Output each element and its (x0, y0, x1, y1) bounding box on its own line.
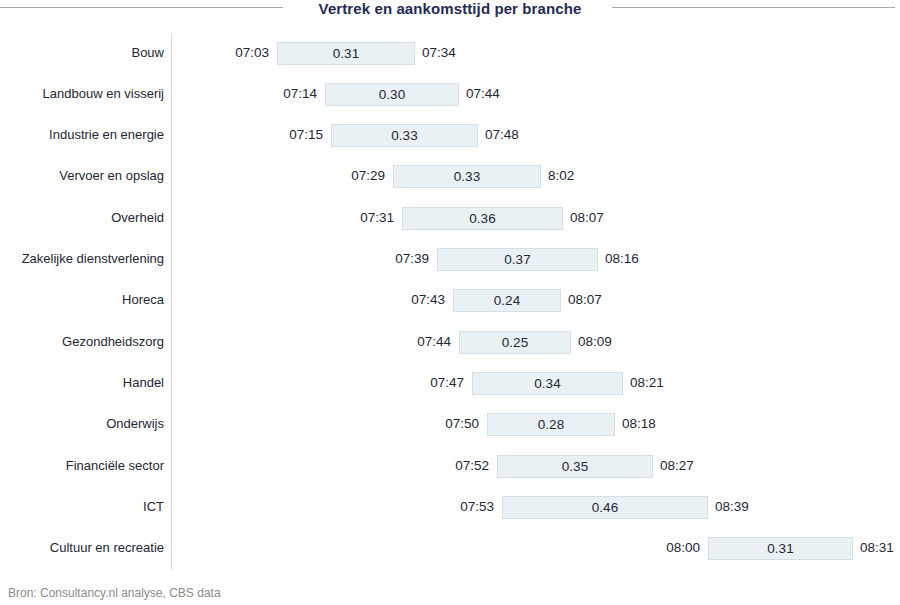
category-label: ICT (0, 499, 164, 514)
category-label: Vervoer en opslag (0, 168, 164, 183)
category-label: Overheid (0, 210, 164, 225)
travel-time-value-label: 0.33 (454, 169, 480, 184)
travel-time-value-label: 0.31 (333, 46, 359, 61)
category-label: Zakelijke dienstverlening (0, 251, 164, 266)
departure-time-label: 07:43 (375, 292, 445, 307)
category-label: Industrie en energie (0, 127, 164, 142)
arrival-time-label: 07:34 (422, 45, 492, 60)
travel-time-bar: 0.31 (708, 537, 853, 560)
travel-time-value-label: 0.24 (494, 293, 520, 308)
category-label: Gezondheidszorg (0, 334, 164, 349)
arrival-time-label: 08:07 (570, 210, 640, 225)
travel-time-bar: 0.24 (453, 289, 561, 312)
travel-time-bar: 0.28 (487, 413, 615, 436)
arrival-time-label: 08:18 (622, 416, 692, 431)
arrival-time-label: 08:31 (860, 540, 900, 555)
departure-time-label: 07:53 (424, 499, 494, 514)
arrival-time-label: 07:48 (485, 127, 555, 142)
arrival-time-label: 08:07 (568, 292, 638, 307)
category-axis-line (171, 33, 172, 570)
arrival-time-label: 08:09 (578, 334, 648, 349)
category-label: Financiële sector (0, 458, 164, 473)
travel-time-value-label: 0.31 (767, 541, 793, 556)
chart-title: Vertrek en aankomsttijd per branche (0, 0, 900, 17)
travel-time-bar: 0.37 (437, 248, 598, 271)
departure-time-label: 07:50 (409, 416, 479, 431)
category-label: Cultuur en recreatie (0, 540, 164, 555)
departure-time-label: 07:44 (381, 334, 451, 349)
departure-time-label: 07:47 (394, 375, 464, 390)
arrival-time-label: 08:39 (715, 499, 785, 514)
category-label: Bouw (0, 45, 164, 60)
travel-time-value-label: 0.28 (538, 417, 564, 432)
arrival-time-label: 08:16 (605, 251, 675, 266)
travel-time-bar: 0.25 (459, 331, 571, 354)
source-note: Bron: Consultancy.nl analyse, CBS data (8, 586, 221, 600)
travel-time-value-label: 0.36 (469, 211, 495, 226)
departure-time-label: 07:29 (315, 168, 385, 183)
arrival-time-label: 08:21 (630, 375, 700, 390)
departure-time-label: 07:14 (247, 86, 317, 101)
departure-time-label: 07:52 (419, 458, 489, 473)
travel-time-bar: 0.33 (393, 165, 541, 188)
travel-time-value-label: 0.30 (379, 87, 405, 102)
arrival-time-label: 8:02 (548, 168, 618, 183)
chart-canvas: Vertrek en aankomsttijd per branche Bouw… (0, 0, 900, 605)
category-label: Onderwijs (0, 416, 164, 431)
travel-time-value-label: 0.46 (592, 500, 618, 515)
arrival-time-label: 07:44 (466, 86, 536, 101)
category-label: Handel (0, 375, 164, 390)
travel-time-bar: 0.35 (497, 455, 653, 478)
departure-time-label: 07:39 (359, 251, 429, 266)
category-label: Landbouw en visserij (0, 86, 164, 101)
travel-time-bar: 0.34 (472, 372, 623, 395)
travel-time-value-label: 0.34 (534, 376, 560, 391)
travel-time-value-label: 0.33 (391, 128, 417, 143)
travel-time-bar: 0.46 (502, 496, 708, 519)
travel-time-bar: 0.33 (331, 124, 478, 147)
travel-time-value-label: 0.35 (562, 459, 588, 474)
arrival-time-label: 08:27 (660, 458, 730, 473)
travel-time-bar: 0.31 (277, 42, 415, 65)
travel-time-value-label: 0.37 (504, 252, 530, 267)
travel-time-bar: 0.36 (402, 207, 563, 230)
travel-time-value-label: 0.25 (502, 335, 528, 350)
departure-time-label: 07:15 (253, 127, 323, 142)
travel-time-bar: 0.30 (325, 83, 459, 106)
category-label: Horeca (0, 292, 164, 307)
departure-time-label: 08:00 (630, 540, 700, 555)
departure-time-label: 07:03 (199, 45, 269, 60)
departure-time-label: 07:31 (324, 210, 394, 225)
